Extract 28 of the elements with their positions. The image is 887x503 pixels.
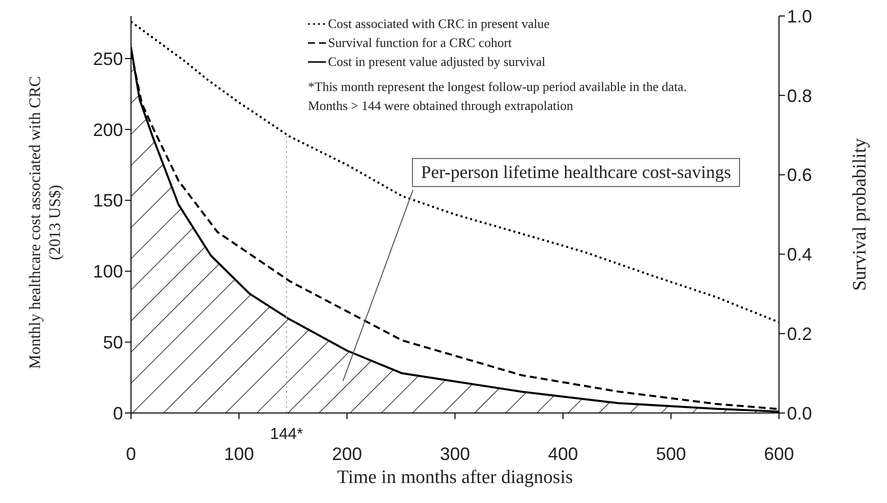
y2-tick-label: 0.4 [787, 244, 812, 265]
x-tick-label: 100 [224, 444, 254, 464]
y-tick-label: 200 [92, 120, 123, 140]
y2-tick-label: 1.0 [787, 6, 812, 26]
y-tick-label: 50 [102, 332, 123, 352]
y2-tick-label: 0.6 [787, 165, 812, 186]
legend-label: Survival function for a CRC cohort [328, 34, 512, 52]
x-tick-label: 200 [332, 444, 362, 464]
ref-line-label: 144* [270, 426, 303, 443]
x-tick-label: 600 [764, 444, 794, 464]
legend-label: Cost in present value adjusted by survival [328, 53, 546, 71]
x-tick-label: 500 [656, 444, 686, 464]
y-axis-title: Monthly healthcare cost associated with CRC (2013 US$) [27, 76, 64, 369]
x-tick-label: 300 [440, 444, 470, 464]
legend-label: Cost associated with CRC in present value [328, 15, 550, 33]
annotation: Per-person lifetime healthcare cost-savings [412, 158, 740, 187]
y2-tick-label: 0.8 [787, 86, 812, 106]
y2-axis-title: Survival probability [850, 138, 871, 291]
y2-tick-label: 0.2 [787, 324, 812, 344]
x-axis-title: Time in months after diagnosis [337, 467, 573, 488]
y-tick-label: 150 [92, 190, 123, 211]
y-tick-label: 100 [92, 262, 123, 282]
y-tick-label: 250 [92, 48, 123, 69]
x-tick-label: 400 [548, 444, 578, 464]
y-tick-label: 0 [112, 403, 123, 424]
y2-tick-label: 0.0 [787, 403, 812, 424]
annotation: *This month represent the longest follow-up period available in the data. Months > 144 were obtained through extrapolation [308, 78, 688, 115]
x-tick-label: 0 [126, 444, 136, 464]
